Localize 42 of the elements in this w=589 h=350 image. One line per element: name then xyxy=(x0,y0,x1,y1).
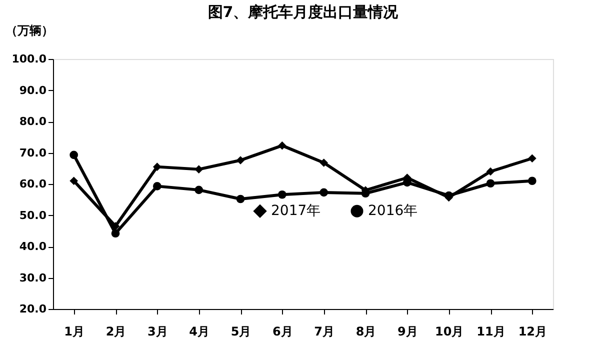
x-tick-label: 2月 xyxy=(106,324,126,338)
x-tick-label: 7月 xyxy=(314,324,335,338)
point xyxy=(320,188,328,197)
chart-title: 图7、摩托车月度出口量情况 xyxy=(208,3,400,21)
point xyxy=(194,165,204,174)
x-tick-label: 4月 xyxy=(189,324,210,338)
x-tick-label: 3月 xyxy=(147,324,168,338)
point xyxy=(486,179,495,188)
point xyxy=(236,156,245,164)
y-tick-label: 40.0 xyxy=(19,240,47,253)
y-tick-label: 100.0 xyxy=(12,52,47,66)
point xyxy=(194,186,204,194)
point xyxy=(152,182,162,190)
x-tick-label: 11月 xyxy=(476,324,506,338)
point xyxy=(486,167,495,176)
x-tick-label: 1月 xyxy=(64,324,85,338)
point xyxy=(111,229,120,238)
point xyxy=(320,158,328,167)
x-tick-label: 8月 xyxy=(356,324,376,338)
x-tick-label: 12月 xyxy=(518,324,548,338)
point xyxy=(278,190,286,199)
y-tick-label: 30.0 xyxy=(19,271,47,284)
y-tick-label: 20.0 xyxy=(19,302,47,316)
y-axis-title: （万辆） xyxy=(6,24,54,38)
y-tick-label: 50.0 xyxy=(19,208,47,222)
point xyxy=(528,154,536,163)
y-tick-label: 90.0 xyxy=(19,84,47,97)
legend-label: 2017年 xyxy=(271,203,321,220)
legend-label: 2016年 xyxy=(368,203,418,220)
y-tick-label: 70.0 xyxy=(19,146,47,160)
point xyxy=(70,176,78,186)
point xyxy=(278,141,286,150)
x-tick-label: 9月 xyxy=(397,324,418,338)
point xyxy=(528,176,536,186)
point xyxy=(70,150,78,160)
point xyxy=(236,194,245,204)
y-tick-label: 60.0 xyxy=(19,178,47,190)
x-tick-label: 10月 xyxy=(434,324,464,338)
x-tick-label: 6月 xyxy=(272,324,293,338)
x-tick-label: 5月 xyxy=(230,324,252,338)
y-tick-label: 80.0 xyxy=(19,115,47,128)
point xyxy=(152,162,162,171)
